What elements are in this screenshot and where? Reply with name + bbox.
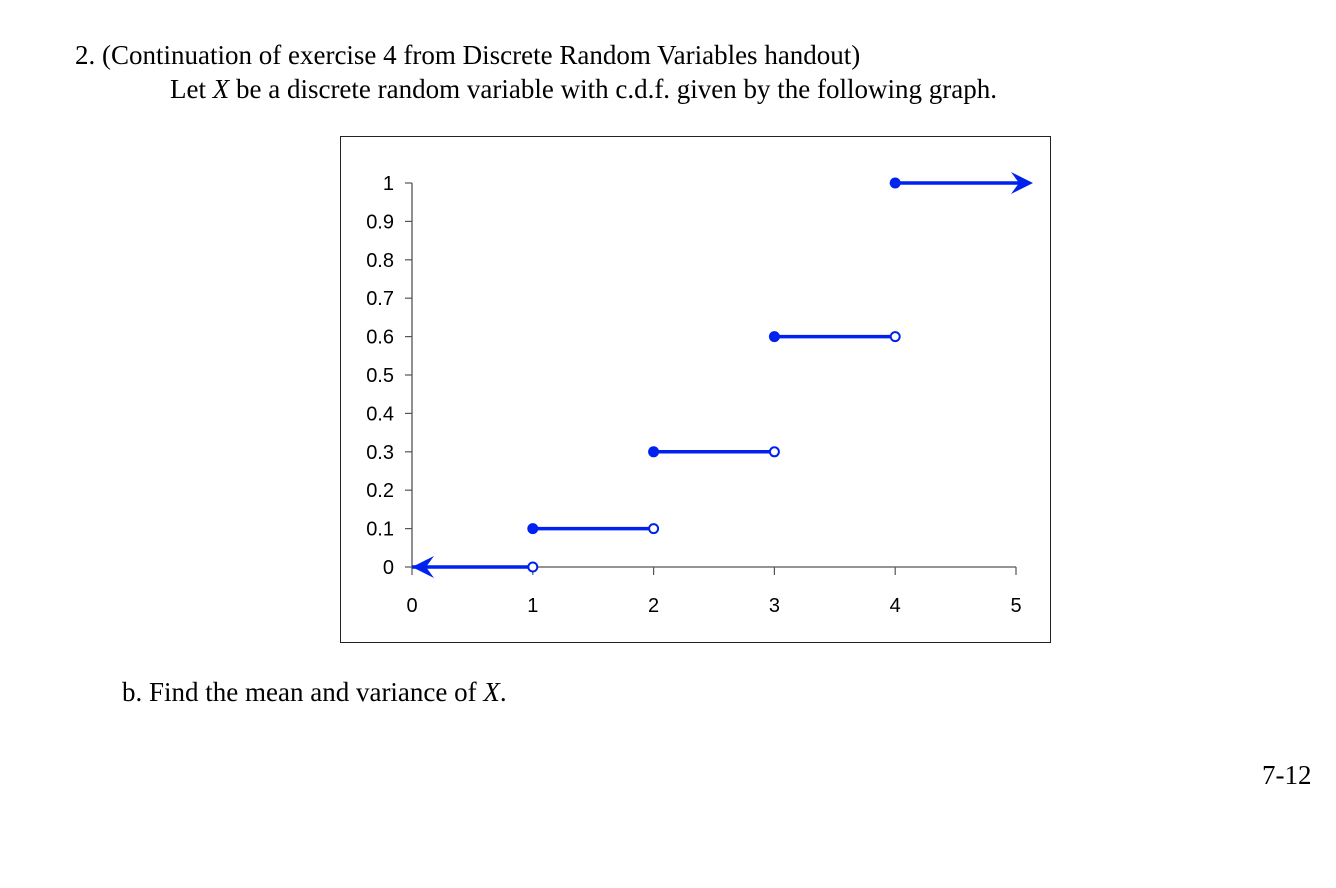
y-tick-label: 1 xyxy=(383,173,394,195)
chart-frame xyxy=(340,136,1051,643)
left-arrow-icon xyxy=(412,556,434,578)
statement-suffix: be a discrete random variable with c.d.f… xyxy=(229,74,997,104)
y-tick-label: 0.9 xyxy=(366,211,394,233)
y-tick-label: 0.3 xyxy=(366,442,394,464)
x-tick-label: 1 xyxy=(527,595,538,617)
x-tick-label: 5 xyxy=(1010,595,1021,617)
closed-dot xyxy=(527,523,539,535)
y-tick-label: 0.6 xyxy=(366,327,394,349)
open-dot xyxy=(648,523,660,535)
question-suffix: . xyxy=(499,677,507,707)
y-tick-label: 0.1 xyxy=(366,519,394,541)
closed-dot xyxy=(648,446,660,458)
right-arrow-icon xyxy=(1011,172,1033,194)
exercise-statement: Let X be a discrete random variable with… xyxy=(170,74,997,105)
question-prefix: b. Find the mean and variance of xyxy=(122,677,484,707)
closed-dot xyxy=(768,331,780,343)
y-tick-label: 0.7 xyxy=(366,288,394,310)
open-dot xyxy=(527,561,539,573)
part-b-question: b. Find the mean and variance of X. xyxy=(122,677,507,708)
statement-prefix: Let xyxy=(170,74,213,104)
open-dot xyxy=(768,446,780,458)
y-tick-label: 0.8 xyxy=(366,250,394,272)
x-tick-label: 4 xyxy=(890,595,901,617)
y-tick-label: 0.2 xyxy=(366,480,394,502)
x-tick-label: 2 xyxy=(648,595,659,617)
page-number: 7-12 xyxy=(1262,760,1312,790)
exercise-heading: 2. (Continuation of exercise 4 from Disc… xyxy=(75,40,861,70)
variable-x: X xyxy=(483,677,500,707)
y-tick-label: 0 xyxy=(383,557,394,579)
y-tick-label: 0.5 xyxy=(366,365,394,387)
x-tick-label: 0 xyxy=(406,595,417,617)
closed-dot xyxy=(889,177,901,189)
y-tick-label: 0.4 xyxy=(366,403,394,425)
open-dot xyxy=(889,331,901,343)
variable-x: X xyxy=(212,74,230,104)
x-tick-label: 3 xyxy=(769,595,780,617)
